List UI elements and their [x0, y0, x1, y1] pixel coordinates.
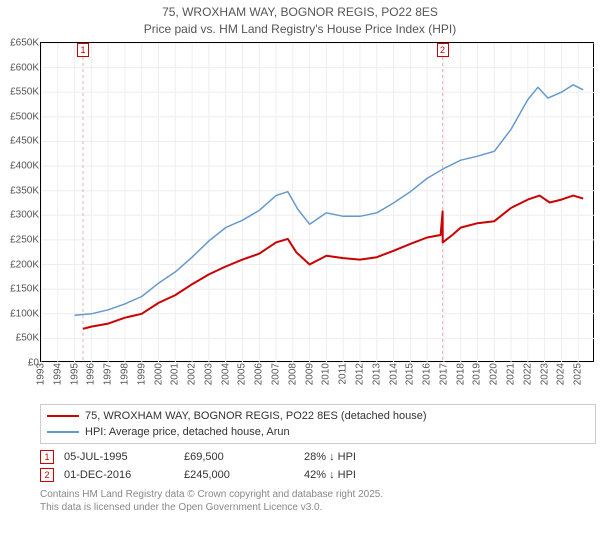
x-tick-label: 2017 — [438, 363, 449, 385]
transaction-price: £69,500 — [184, 451, 304, 463]
x-tick-label: 1998 — [119, 363, 130, 385]
x-tick-label: 2005 — [237, 363, 248, 385]
x-tick-label: 2007 — [271, 363, 282, 385]
x-tick-label: 2001 — [170, 363, 181, 385]
y-tick-label: £350K — [10, 185, 39, 196]
legend-swatch-hpi — [47, 431, 79, 433]
chart-marker-2: 2 — [437, 43, 449, 57]
x-tick-label: 1999 — [136, 363, 147, 385]
x-tick-label: 1996 — [86, 363, 97, 385]
series-hpi — [75, 85, 584, 315]
x-tick-label: 2025 — [573, 363, 584, 385]
legend-and-footnotes: 75, WROXHAM WAY, BOGNOR REGIS, PO22 8ES … — [40, 404, 596, 514]
transaction-date: 01-DEC-2016 — [64, 469, 184, 481]
footnote: Contains HM Land Registry data © Crown c… — [40, 488, 596, 514]
x-tick-label: 2023 — [539, 363, 550, 385]
legend-swatch-address — [47, 415, 79, 417]
x-tick-label: 1995 — [69, 363, 80, 385]
x-tick-label: 2002 — [187, 363, 198, 385]
y-tick-label: £500K — [10, 111, 39, 122]
transaction-row: 2 01-DEC-2016£245,00042% ↓ HPI — [40, 466, 596, 484]
x-tick-label: 2018 — [455, 363, 466, 385]
chart-title-line1: 75, WROXHAM WAY, BOGNOR REGIS, PO22 8ES — [0, 4, 600, 21]
legend: 75, WROXHAM WAY, BOGNOR REGIS, PO22 8ES … — [40, 404, 596, 444]
x-tick-label: 2022 — [522, 363, 533, 385]
transaction-table: 1 05-JUL-1995£69,50028% ↓ HPI 2 01-DEC-2016… — [40, 448, 596, 484]
x-tick-label: 1997 — [103, 363, 114, 385]
x-tick-label: 2021 — [506, 363, 517, 385]
x-tick-label: 2008 — [287, 363, 298, 385]
x-tick-label: 2004 — [220, 363, 231, 385]
x-tick-label: 2014 — [388, 363, 399, 385]
y-tick-label: £100K — [10, 308, 39, 319]
transaction-delta: 42% ↓ HPI — [304, 469, 356, 481]
x-tick-label: 2000 — [153, 363, 164, 385]
transaction-row: 1 05-JUL-1995£69,50028% ↓ HPI — [40, 448, 596, 466]
x-tick-label: 2013 — [371, 363, 382, 385]
x-tick-label: 2006 — [254, 363, 265, 385]
series-address — [83, 196, 583, 329]
x-tick-label: 1993 — [36, 363, 47, 385]
legend-row-address: 75, WROXHAM WAY, BOGNOR REGIS, PO22 8ES … — [47, 408, 589, 424]
y-tick-label: £250K — [10, 234, 39, 245]
y-tick-label: £150K — [10, 284, 39, 295]
x-tick-label: 2015 — [405, 363, 416, 385]
x-tick-label: 2019 — [472, 363, 483, 385]
x-tick-label: 1994 — [52, 363, 63, 385]
x-tick-label: 2009 — [304, 363, 315, 385]
y-tick-label: £300K — [10, 210, 39, 221]
x-tick-label: 2016 — [422, 363, 433, 385]
transaction-index: 1 — [40, 450, 54, 464]
y-tick-label: £650K — [10, 38, 39, 49]
x-tick-label: 2020 — [489, 363, 500, 385]
x-tick-label: 2024 — [556, 363, 567, 385]
y-tick-label: £550K — [10, 87, 39, 98]
x-tick-label: 2011 — [338, 363, 349, 385]
legend-label-hpi: HPI: Average price, detached house, Arun — [85, 426, 290, 438]
transaction-index: 2 — [40, 468, 54, 482]
transaction-delta: 28% ↓ HPI — [304, 451, 356, 463]
x-tick-label: 2012 — [354, 363, 365, 385]
y-tick-label: £600K — [10, 62, 39, 73]
chart-marker-1: 1 — [77, 43, 89, 57]
legend-label-address: 75, WROXHAM WAY, BOGNOR REGIS, PO22 8ES … — [85, 410, 427, 422]
chart-area: £0£50K£100K£150K£200K£250K£300K£350K£400… — [40, 42, 594, 362]
x-tick-label: 2003 — [203, 363, 214, 385]
data-lines — [41, 43, 595, 363]
y-tick-label: £50K — [16, 333, 39, 344]
x-tick-label: 2010 — [321, 363, 332, 385]
transaction-price: £245,000 — [184, 469, 304, 481]
chart-title-line2: Price paid vs. HM Land Registry's House … — [0, 21, 600, 38]
y-tick-label: £450K — [10, 136, 39, 147]
legend-row-hpi: HPI: Average price, detached house, Arun — [47, 424, 589, 440]
plot-border: £0£50K£100K£150K£200K£250K£300K£350K£400… — [40, 42, 594, 362]
y-tick-label: £200K — [10, 259, 39, 270]
transaction-date: 05-JUL-1995 — [64, 451, 184, 463]
y-tick-label: £400K — [10, 161, 39, 172]
